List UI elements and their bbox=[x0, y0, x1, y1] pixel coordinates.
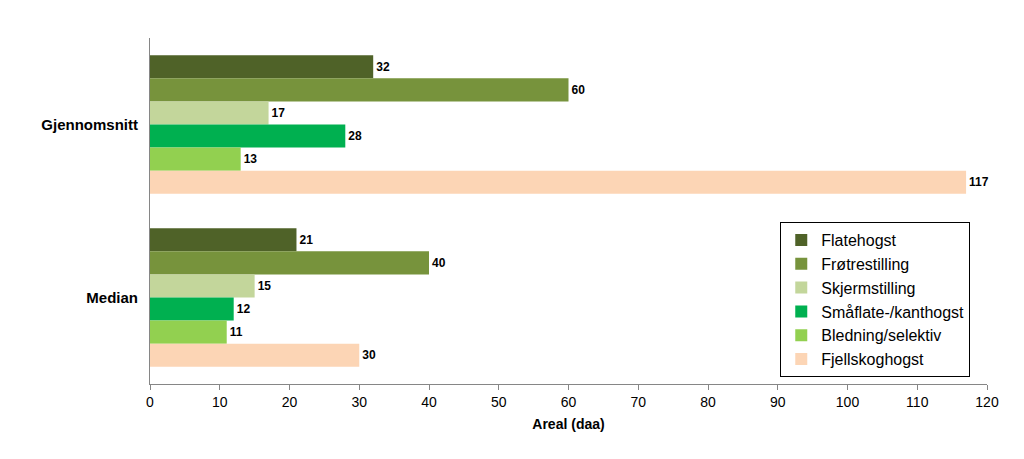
svg-text:13: 13 bbox=[244, 152, 258, 166]
svg-text:17: 17 bbox=[272, 106, 286, 120]
svg-text:32: 32 bbox=[376, 60, 390, 74]
svg-text:Skjermstilling: Skjermstilling bbox=[821, 280, 915, 297]
svg-text:117: 117 bbox=[969, 175, 989, 189]
svg-text:60: 60 bbox=[572, 83, 586, 97]
svg-text:0: 0 bbox=[146, 394, 154, 410]
svg-text:28: 28 bbox=[348, 129, 362, 143]
svg-text:Frøtrestilling: Frøtrestilling bbox=[821, 256, 909, 273]
svg-text:80: 80 bbox=[700, 394, 716, 410]
svg-text:90: 90 bbox=[770, 394, 786, 410]
svg-text:Bledning/selektiv: Bledning/selektiv bbox=[821, 327, 941, 344]
svg-text:100: 100 bbox=[836, 394, 860, 410]
svg-text:Flatehogst: Flatehogst bbox=[821, 232, 896, 249]
svg-text:70: 70 bbox=[630, 394, 646, 410]
svg-text:Gjennomsnitt: Gjennomsnitt bbox=[41, 116, 138, 133]
svg-text:Småflate-/kanthogst: Småflate-/kanthogst bbox=[821, 304, 964, 321]
svg-text:50: 50 bbox=[491, 394, 507, 410]
svg-text:21: 21 bbox=[299, 233, 313, 247]
svg-text:30: 30 bbox=[351, 394, 367, 410]
svg-text:10: 10 bbox=[212, 394, 228, 410]
svg-text:30: 30 bbox=[362, 348, 376, 362]
svg-text:15: 15 bbox=[258, 279, 272, 293]
svg-text:Median: Median bbox=[86, 289, 138, 306]
svg-text:Areal (daa): Areal (daa) bbox=[532, 416, 604, 432]
svg-text:40: 40 bbox=[432, 256, 446, 270]
svg-text:20: 20 bbox=[282, 394, 298, 410]
svg-text:40: 40 bbox=[421, 394, 437, 410]
svg-text:Fjellskoghogst: Fjellskoghogst bbox=[821, 351, 924, 368]
svg-text:110: 110 bbox=[906, 394, 929, 410]
svg-text:11: 11 bbox=[230, 325, 243, 339]
svg-text:12: 12 bbox=[237, 302, 251, 316]
svg-text:60: 60 bbox=[561, 394, 577, 410]
svg-text:120: 120 bbox=[975, 394, 999, 410]
